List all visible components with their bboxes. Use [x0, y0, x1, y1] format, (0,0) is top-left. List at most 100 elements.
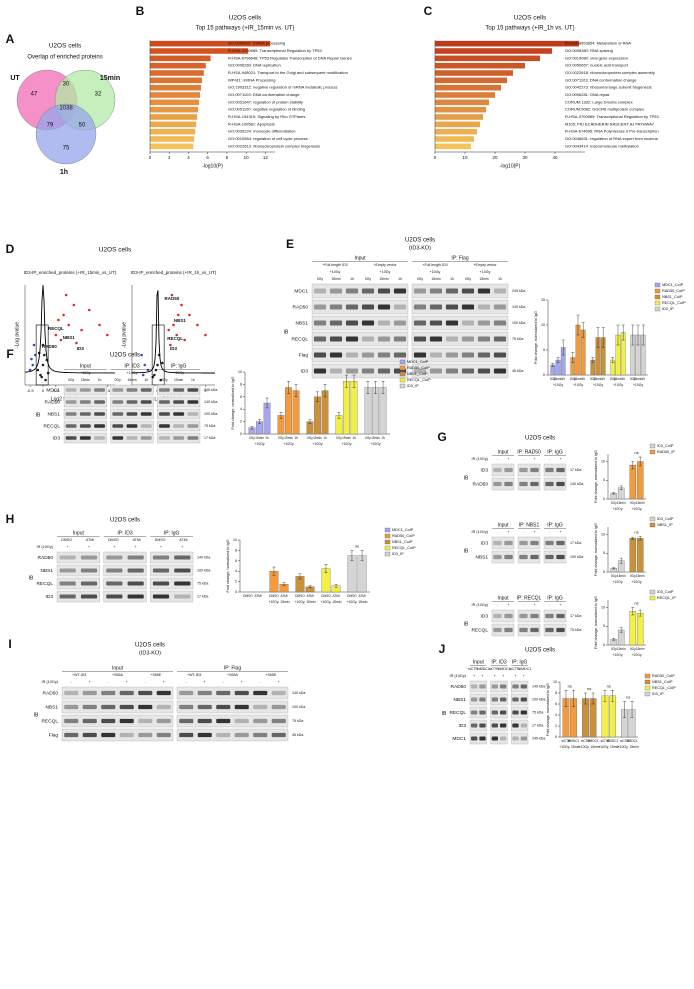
row-label: NBS1: [47, 411, 60, 417]
point: [167, 328, 171, 332]
lane-label: +: [126, 680, 128, 684]
blot-band: [106, 581, 123, 586]
category-label: 0Gy: [570, 377, 576, 381]
row-label: ID3: [459, 723, 467, 729]
y-axis-label: Fold change, normalized to IgG: [594, 523, 598, 576]
blot-band: [159, 400, 170, 404]
blot-band: [519, 540, 528, 546]
legend-label: ID3_IP: [662, 307, 674, 311]
group-caption: +10Gy: [633, 383, 643, 387]
point: [141, 373, 145, 377]
blot-band: [477, 368, 491, 374]
bar: [601, 695, 609, 738]
row-label: NBS1: [453, 697, 466, 703]
blot-band: [479, 697, 486, 702]
category-label: 1h: [381, 436, 385, 440]
group-caption: +10Gy, 15min: [295, 600, 316, 604]
ib-label: IB: [29, 575, 34, 581]
blot-band: [556, 613, 565, 619]
blot-band: [179, 690, 194, 696]
blot-band: [504, 467, 513, 473]
category-label: 1h: [581, 377, 585, 381]
kda-label: 140 kDa: [197, 555, 210, 559]
error-bar: [279, 412, 283, 419]
bar: [629, 538, 637, 573]
blot-band: [59, 555, 76, 560]
group-caption: +10Gy: [613, 383, 623, 387]
error-bar: [591, 692, 595, 705]
point: [64, 293, 68, 297]
panel-title: U2OS cells: [110, 353, 140, 359]
blot-band: [471, 710, 478, 715]
group-label: IP: NBS1: [519, 522, 540, 528]
point: [40, 375, 44, 379]
blot-band: [556, 627, 565, 633]
blot-strip: [491, 477, 515, 491]
category-label: 15min: [342, 436, 351, 440]
blot-band: [429, 352, 443, 358]
blot-band: [80, 568, 98, 573]
point: [161, 361, 164, 365]
category-label: ATMi: [306, 594, 313, 598]
panel-title: U2OS cells: [514, 15, 547, 22]
blot-strip: [511, 719, 529, 732]
blot-strip: [63, 384, 107, 396]
category-label: 0Gy: [249, 436, 255, 440]
point: [175, 333, 178, 337]
blot-band: [187, 412, 199, 416]
category-label: siMDC1: [607, 739, 619, 743]
category-label: 0Gy: [610, 377, 616, 381]
blot-band: [413, 288, 427, 294]
category-label: M105: PID ECADHERIN NASCENT AJ PATHWAY: [565, 121, 654, 126]
blot-band: [174, 581, 191, 586]
category-label: 1h: [352, 436, 356, 440]
y-axis-label: Fold change, normalized to IgG: [594, 450, 598, 503]
lane-label: +: [67, 545, 69, 549]
blot-strip: [61, 700, 174, 714]
kda-label: 140 kDa: [532, 684, 545, 688]
error-bar: [298, 573, 302, 580]
blot-strip: [517, 477, 541, 491]
blot-band: [94, 400, 105, 404]
lane-label: +: [181, 545, 183, 549]
condition-label: +S65A: [112, 673, 123, 677]
error-bar: [308, 585, 312, 589]
blot-band: [94, 412, 105, 416]
lane-label: 15min: [127, 378, 136, 382]
legend-swatch: [649, 522, 656, 528]
blot-strip: [411, 331, 509, 347]
row-label: RAD50: [451, 684, 467, 690]
condition-label: siMDC1: [477, 667, 490, 671]
ir-label: IR (10Gy): [42, 680, 59, 684]
bar: [150, 106, 199, 113]
error-bar: [612, 638, 616, 641]
error-bar: [287, 381, 290, 394]
blot-band: [101, 704, 116, 710]
kda-label: 17 kDa: [570, 541, 581, 545]
venn-count: 75: [63, 146, 70, 152]
error-bar: [334, 584, 338, 588]
blot-band: [520, 736, 527, 741]
bar: [150, 92, 200, 98]
bar: [435, 106, 486, 113]
category-label: 15min: [554, 377, 563, 381]
blot-band: [94, 424, 105, 428]
bar: [347, 555, 357, 593]
bar: [285, 387, 292, 435]
plot-title: ID3-IP_enriched_proteins (+IR_15min_vs_U…: [24, 270, 117, 275]
venn-set-label: 15min: [100, 75, 120, 82]
category-label: DMSO: [347, 594, 357, 598]
blot-band: [271, 718, 286, 724]
group-caption: +10Gy, 15min: [559, 745, 580, 749]
lane-label: 0Gy: [465, 277, 472, 281]
blot-band: [112, 400, 124, 404]
category-label: DMSO: [269, 594, 279, 598]
highlight-box: [35, 324, 49, 386]
blot-band: [530, 540, 539, 546]
legend-swatch: [384, 533, 391, 539]
error-bar: [551, 363, 555, 367]
blot-band: [197, 704, 212, 710]
legend-swatch: [649, 516, 656, 522]
blot-band: [64, 690, 79, 696]
blot-band: [140, 424, 152, 428]
